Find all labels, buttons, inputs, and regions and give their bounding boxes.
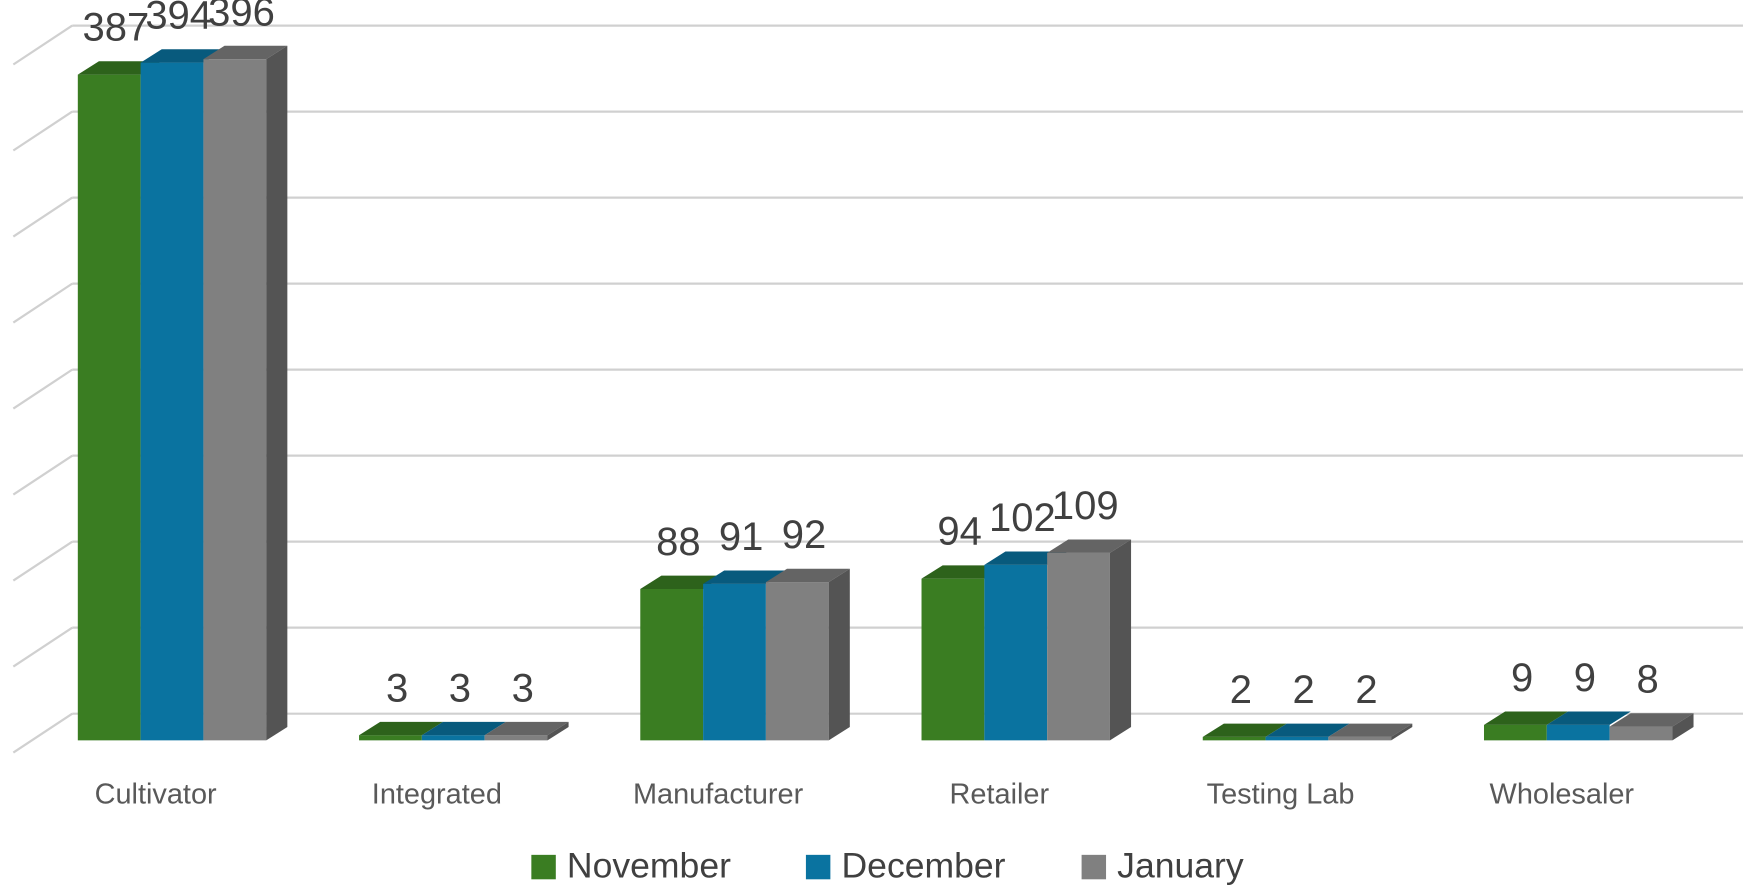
bar	[77, 74, 141, 741]
bar	[1265, 736, 1329, 741]
data-label: 9	[1574, 656, 1596, 700]
bar	[640, 588, 704, 741]
x-tick-label: Manufacturer	[633, 779, 804, 811]
bar-top	[1202, 723, 1287, 737]
x-tick-label: Cultivator	[95, 779, 217, 811]
bar-side	[547, 721, 569, 741]
data-label: 3	[512, 666, 534, 710]
bar-top	[359, 721, 443, 736]
bar	[984, 564, 1048, 741]
bar	[1483, 724, 1547, 741]
data-label: 8	[1637, 658, 1659, 702]
bar-top	[1047, 539, 1132, 553]
x-tick-label: Integrated	[372, 779, 502, 811]
legend-label: December	[841, 846, 1005, 886]
grid-line	[12, 24, 73, 66]
grid-line	[12, 110, 73, 152]
bar	[1609, 726, 1673, 741]
bar-top	[1546, 711, 1631, 725]
bar	[1328, 736, 1392, 741]
bar	[1202, 736, 1266, 741]
bar-side	[1109, 539, 1132, 741]
grid-line	[12, 282, 73, 324]
bar	[1047, 552, 1110, 741]
data-label: 91	[719, 515, 764, 559]
bar-side	[1672, 713, 1694, 741]
bar-top	[765, 568, 850, 583]
bar-side	[1391, 723, 1413, 741]
data-label: 2	[1355, 668, 1377, 712]
data-label: 9	[1511, 656, 1533, 700]
legend-swatch	[1081, 854, 1107, 880]
bar	[484, 735, 548, 741]
bar	[359, 735, 422, 741]
grid-line	[12, 196, 73, 238]
bar	[765, 582, 829, 741]
legend-label: January	[1117, 846, 1244, 886]
data-label: 92	[782, 513, 826, 557]
x-tick-label: Wholesaler	[1490, 779, 1635, 811]
data-label: 387	[83, 6, 150, 50]
bar	[921, 578, 985, 741]
data-label: 2	[1230, 668, 1252, 712]
x-tick-label: Retailer	[950, 779, 1050, 811]
data-label: 102	[989, 496, 1056, 540]
legend-swatch	[805, 854, 831, 880]
bar-side	[266, 45, 288, 741]
data-label: 394	[145, 0, 212, 38]
x-tick-label: Testing Lab	[1207, 779, 1355, 811]
grid-line	[12, 368, 73, 410]
bar-top	[1265, 723, 1350, 737]
data-label: 3	[386, 666, 408, 710]
bar-top	[1483, 711, 1568, 725]
bar-top	[703, 570, 788, 584]
data-label: 3	[449, 666, 471, 710]
data-label: 109	[1052, 484, 1119, 528]
grid-line	[12, 626, 73, 668]
bar	[703, 583, 766, 741]
grid-line	[12, 540, 73, 582]
data-label: 88	[656, 520, 700, 564]
bar	[421, 735, 485, 741]
bar-top	[421, 721, 506, 736]
bar-top	[203, 45, 288, 60]
grid-line	[12, 454, 73, 496]
bar	[203, 59, 267, 741]
grid-line	[12, 712, 73, 754]
bar-top	[1609, 713, 1694, 727]
legend-label: November	[567, 846, 731, 886]
data-label: 396	[208, 0, 275, 34]
bar-top	[1328, 723, 1413, 737]
data-label: 2	[1293, 668, 1315, 712]
bar-top	[484, 721, 569, 736]
bar	[1546, 724, 1610, 741]
bar-side	[828, 568, 850, 741]
legend-swatch	[531, 854, 556, 880]
bar	[140, 62, 204, 741]
data-label: 94	[937, 510, 981, 554]
